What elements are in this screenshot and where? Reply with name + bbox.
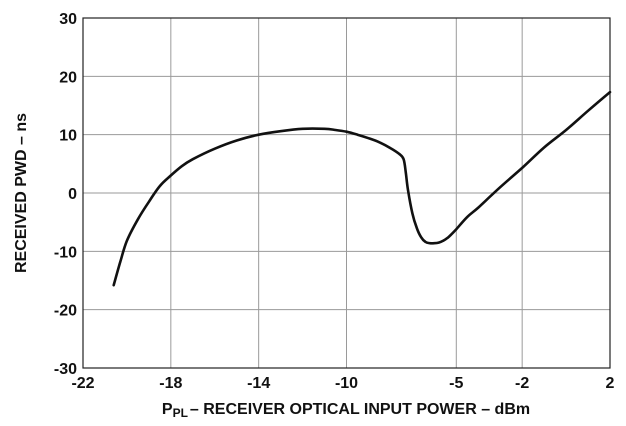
y-tick-label: -10 [54, 244, 77, 261]
x-tick-label: -22 [71, 375, 94, 392]
y-tick-label: -20 [54, 303, 77, 320]
x-axis-title: PPL – RECEIVER OPTICAL INPUT POWER – dBm [162, 401, 530, 420]
x-axis-title-subscript: PL [173, 406, 188, 420]
y-tick-labels: -30 -20 -10 0 10 20 30 [54, 11, 77, 378]
x-tick-label: -10 [335, 375, 358, 392]
x-axis-title-rest: – RECEIVER OPTICAL INPUT POWER – dBm [190, 401, 530, 418]
x-tick-label: -2 [515, 375, 529, 392]
y-tick-label: -30 [54, 361, 77, 378]
y-tick-label: 20 [59, 69, 77, 86]
x-axis-title-p: P [162, 401, 173, 418]
plot-frame [82, 17, 611, 369]
y-tick-label: 0 [68, 186, 77, 203]
x-tick-labels: -22 -18 -14 -10 -5 -2 2 [71, 375, 614, 392]
x-tick-label: -14 [247, 375, 270, 392]
x-tick-label: -18 [159, 375, 182, 392]
x-tick-label: 2 [606, 375, 615, 392]
grid [82, 17, 611, 369]
y-tick-label: 30 [59, 11, 77, 28]
x-tick-label: -5 [449, 375, 463, 392]
series-line [112, 90, 612, 287]
y-axis-title: RECEIVED PWD – ns [13, 113, 30, 273]
y-tick-label: 10 [59, 128, 77, 145]
